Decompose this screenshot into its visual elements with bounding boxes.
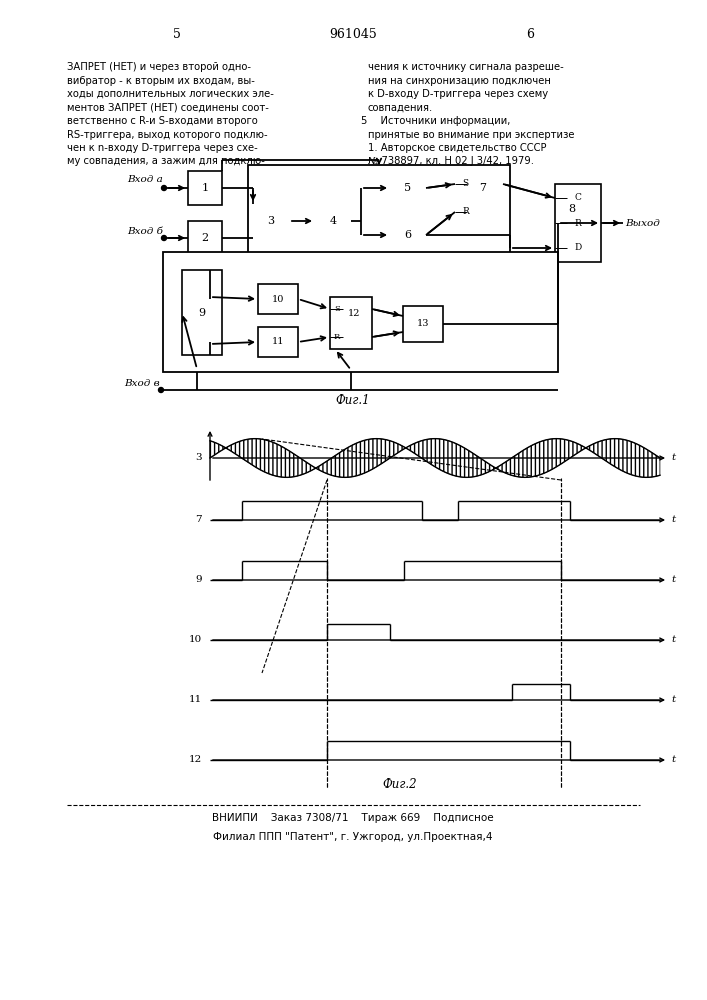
Circle shape — [161, 235, 167, 240]
Text: Фиг.2: Фиг.2 — [382, 778, 417, 792]
Text: Источники информации,: Источники информации, — [368, 116, 510, 126]
Text: RS-триггера, выход которого подклю-: RS-триггера, выход которого подклю- — [67, 129, 268, 139]
Text: чения к источнику сигнала разреше-: чения к источнику сигнала разреше- — [368, 62, 563, 72]
Text: R: R — [575, 219, 581, 228]
Text: 10: 10 — [271, 294, 284, 304]
Text: 12: 12 — [348, 308, 361, 318]
Text: совпадения.: совпадения. — [368, 103, 433, 112]
Text: 7: 7 — [479, 183, 486, 193]
Text: Вход в: Вход в — [124, 378, 160, 387]
Text: t: t — [672, 756, 676, 764]
Text: 5: 5 — [404, 183, 411, 193]
Text: C: C — [575, 194, 581, 202]
Text: 11: 11 — [271, 338, 284, 347]
Text: D: D — [574, 243, 582, 252]
Text: Вход б: Вход б — [127, 227, 163, 235]
Text: R: R — [462, 208, 469, 217]
Text: 9: 9 — [199, 308, 206, 318]
Text: 8: 8 — [568, 204, 575, 214]
Text: 9: 9 — [195, 576, 202, 584]
Text: 13: 13 — [416, 320, 429, 328]
Text: t: t — [672, 576, 676, 584]
Text: 12: 12 — [189, 756, 202, 764]
Text: ВНИИПИ    Заказ 7308/71    Тираж 669    Подписное: ВНИИПИ Заказ 7308/71 Тираж 669 Подписное — [212, 813, 493, 823]
Bar — [258, 284, 298, 314]
Bar — [390, 218, 426, 252]
Text: к D-входу D-триггера через схему: к D-входу D-триггера через схему — [368, 89, 548, 99]
Text: Фиг.1: Фиг.1 — [336, 393, 370, 406]
Text: 3: 3 — [267, 216, 274, 226]
Circle shape — [161, 186, 167, 190]
Text: S: S — [334, 305, 340, 313]
Text: Филиал ППП "Патент", г. Ужгород, ул.Проектная,4: Филиал ППП "Патент", г. Ужгород, ул.Прое… — [214, 832, 493, 842]
Text: t: t — [672, 454, 676, 462]
Text: му совпадения, а зажим для подклю-: му совпадения, а зажим для подклю- — [67, 156, 265, 166]
Text: ментов ЗАПРЕТ (НЕТ) соединены соот-: ментов ЗАПРЕТ (НЕТ) соединены соот- — [67, 103, 269, 112]
Text: ходы дополнительных логических эле-: ходы дополнительных логических эле- — [67, 89, 274, 99]
Text: принятые во внимание при экспертизе: принятые во внимание при экспертизе — [368, 129, 575, 139]
Bar — [253, 204, 289, 238]
Bar — [403, 306, 443, 342]
Text: S: S — [462, 180, 468, 188]
Text: 11: 11 — [189, 696, 202, 704]
Text: 1. Авторское свидетельство СССР: 1. Авторское свидетельство СССР — [368, 143, 547, 153]
Text: ЗАПРЕТ (НЕТ) и через второй одно-: ЗАПРЕТ (НЕТ) и через второй одно- — [67, 62, 251, 72]
Text: 7: 7 — [195, 516, 202, 524]
Text: Выход: Выход — [625, 219, 660, 228]
Bar — [163, 252, 558, 372]
Bar — [248, 165, 510, 263]
Circle shape — [158, 387, 163, 392]
Bar — [555, 184, 601, 262]
Text: 6: 6 — [404, 230, 411, 240]
Bar — [258, 327, 298, 357]
Text: ветственно с R-и S-входами второго: ветственно с R-и S-входами второго — [67, 116, 258, 126]
Text: 1: 1 — [201, 183, 209, 193]
Text: 3: 3 — [195, 454, 202, 462]
Text: t: t — [672, 696, 676, 704]
Bar — [188, 171, 222, 205]
Bar — [182, 270, 222, 355]
Text: вибратор - к вторым их входам, вы-: вибратор - к вторым их входам, вы- — [67, 76, 255, 86]
Text: Вход а: Вход а — [127, 176, 163, 184]
Bar — [390, 171, 426, 205]
Bar — [315, 204, 351, 238]
Text: чен к n-входу D-триггера через схе-: чен к n-входу D-триггера через схе- — [67, 143, 258, 153]
Text: ния на синхронизацию подключен: ния на синхронизацию подключен — [368, 76, 551, 86]
Text: t: t — [672, 516, 676, 524]
Text: 4: 4 — [329, 216, 337, 226]
Text: 2: 2 — [201, 233, 209, 243]
Text: R: R — [334, 333, 340, 341]
Text: 10: 10 — [189, 636, 202, 645]
Text: 5: 5 — [173, 28, 181, 41]
Text: 6: 6 — [526, 28, 534, 41]
Bar — [188, 221, 222, 255]
Bar — [455, 171, 503, 225]
Text: 5: 5 — [360, 116, 366, 126]
Text: 961045: 961045 — [329, 28, 377, 41]
Text: t: t — [672, 636, 676, 645]
Bar — [330, 297, 372, 349]
Text: № 738897, кл. H 02 J 3/42, 1979.: № 738897, кл. H 02 J 3/42, 1979. — [368, 156, 534, 166]
